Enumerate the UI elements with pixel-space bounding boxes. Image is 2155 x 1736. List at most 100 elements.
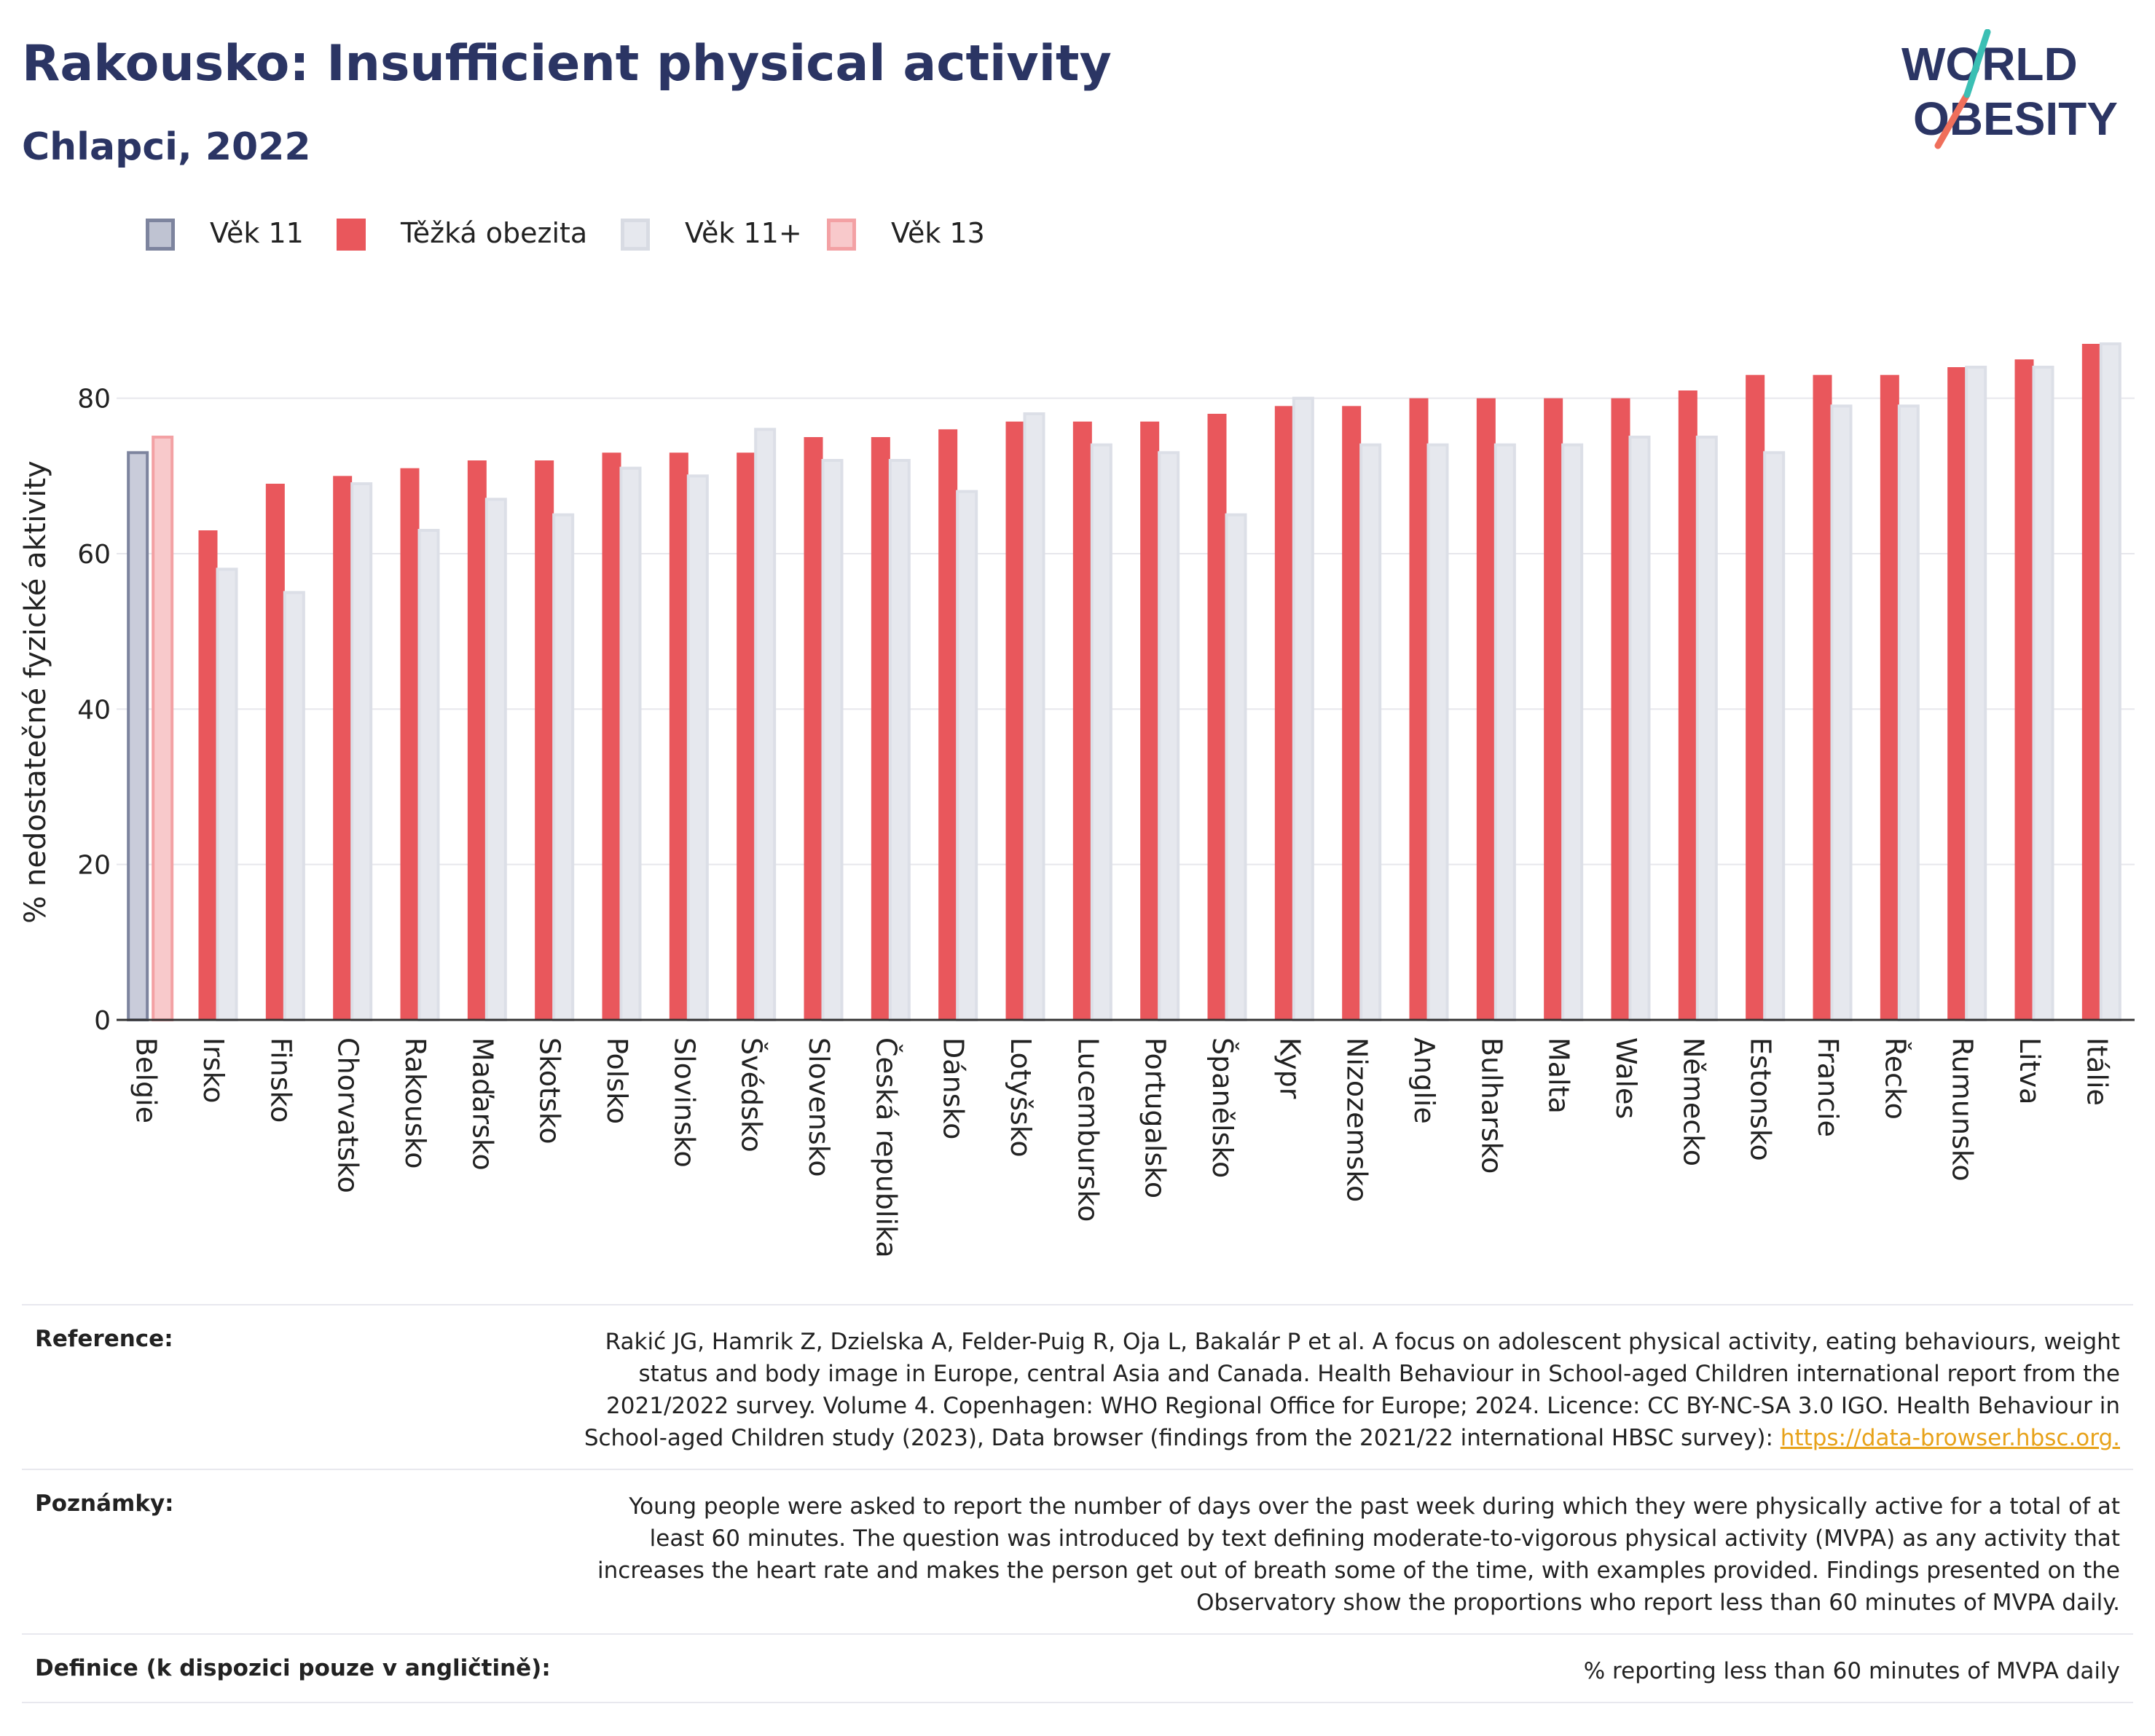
x-tick-label: Španělsko: [1206, 1037, 1239, 1178]
legend-label-vek-11: Věk 11: [210, 217, 304, 249]
bar-t-k-obezita-4[interactable]: [400, 468, 420, 1020]
bar-t-k-obezita-7[interactable]: [602, 452, 621, 1020]
bar-t-k-obezita-10[interactable]: [804, 437, 823, 1020]
bar-v-k-11--22[interactable]: [1628, 436, 1651, 1021]
bar-t-k-obezita-11[interactable]: [871, 437, 890, 1020]
x-tick-label: Nizozemsko: [1341, 1037, 1373, 1202]
bar-v-k-11--26[interactable]: [1897, 404, 1920, 1022]
bar-v-k-11--6[interactable]: [552, 513, 575, 1021]
bar-v-k-11--12[interactable]: [956, 490, 978, 1021]
bar-v-k-11--11[interactable]: [888, 459, 911, 1021]
x-tick-label: Skotsko: [534, 1037, 566, 1144]
x-tick-label: Řecko: [1879, 1037, 1911, 1120]
bar-v-k-11--24[interactable]: [1763, 451, 1786, 1022]
bar-v-k-11--16[interactable]: [1225, 513, 1247, 1021]
bar-v-k-11--18[interactable]: [1359, 443, 1382, 1021]
bar-v-k-11--3[interactable]: [350, 482, 373, 1021]
bar-t-k-obezita-24[interactable]: [1746, 374, 1765, 1020]
bar-v-k-11--20[interactable]: [1493, 443, 1516, 1021]
x-tick-label: Anglie: [1408, 1037, 1440, 1124]
y-tick-label: 60: [77, 540, 111, 570]
y-tick-label: 80: [77, 385, 111, 415]
y-tick-label: 20: [77, 851, 111, 881]
definition-row: Definice (k dispozici pouze v angličtině…: [22, 1633, 2133, 1702]
reference-label: Reference:: [35, 1326, 173, 1352]
bar-v-k-11--8[interactable]: [686, 474, 709, 1022]
bar-t-k-obezita-21[interactable]: [1544, 398, 1563, 1020]
x-tick-label: Švédsko: [736, 1037, 768, 1152]
grid-layer: [117, 397, 2135, 865]
bar-t-k-obezita-2[interactable]: [265, 484, 285, 1020]
bar-t-k-obezita-12[interactable]: [938, 429, 958, 1020]
bar-t-k-obezita-20[interactable]: [1476, 398, 1496, 1020]
x-tick-label: Lotyšsko: [1005, 1037, 1037, 1158]
chart-subtitle: Chlapci, 2022: [22, 125, 311, 169]
bar-t-k-obezita-1[interactable]: [198, 530, 218, 1020]
bar-v-k-11--2[interactable]: [283, 591, 305, 1022]
bar-v-k-11--10[interactable]: [821, 459, 844, 1021]
bar-t-k-obezita-6[interactable]: [535, 460, 554, 1020]
legend-label-vek-13: Věk 13: [891, 217, 985, 249]
bar-v-k-11--14[interactable]: [1090, 443, 1112, 1021]
bar-v-k-11--23[interactable]: [1695, 436, 1718, 1021]
x-tick-label: Česká republika: [870, 1037, 902, 1258]
definition-text: % reporting less than 60 minutes of MVPA…: [1583, 1658, 2120, 1684]
bar-t-k-obezita-9[interactable]: [737, 452, 756, 1020]
x-tick-label: Finsko: [264, 1037, 297, 1123]
bar-t-k-obezita-15[interactable]: [1140, 421, 1160, 1020]
references-table: Reference: Rakić JG, Hamrik Z, Dzielska …: [22, 1304, 2133, 1703]
legend-swatch-vek-11-plus: [621, 219, 650, 251]
bar-v-k-11--29[interactable]: [2099, 342, 2121, 1021]
bar-t-k-obezita-25[interactable]: [1813, 374, 1832, 1020]
logo-line1: WORLD: [1901, 38, 2078, 90]
bar-t-k-obezita-5[interactable]: [467, 460, 487, 1020]
reference-text: Rakić JG, Hamrik Z, Dzielska A, Felder-P…: [584, 1329, 2120, 1451]
world-obesity-logo: WORLD OBESITY: [1901, 29, 2118, 149]
x-tick-label: Kypr: [1273, 1037, 1306, 1099]
references-bottom-rule: [22, 1702, 2133, 1703]
bar-v-k-11--5[interactable]: [484, 498, 507, 1022]
bar-v-k-13-0[interactable]: [152, 436, 174, 1021]
logo-line2: OBESITY: [1913, 93, 2118, 145]
y-tick-label: 0: [94, 1006, 111, 1036]
bar-v-k-11--7[interactable]: [619, 466, 642, 1021]
reference-link[interactable]: https://data-browser.hbsc.org.: [1780, 1425, 2120, 1451]
bar-v-k-11--27[interactable]: [1965, 366, 1987, 1021]
bar-v-k-11--1[interactable]: [216, 567, 238, 1022]
legend-swatch-vek-13: [827, 219, 856, 251]
x-tick-label: Portugalsko: [1139, 1037, 1171, 1198]
x-tick-label: Polsko: [601, 1037, 633, 1124]
bar-t-k-obezita-23[interactable]: [1678, 390, 1697, 1020]
bar-t-k-obezita-17[interactable]: [1274, 406, 1294, 1020]
bar-t-k-obezita-18[interactable]: [1342, 406, 1362, 1020]
bar-chart: 0 20 40 60 80 Belgie Irsko Finsko Chorvatsko Rako…: [19, 342, 2135, 1258]
bar-v-k-11--4[interactable]: [417, 529, 440, 1021]
legend-label-vek-11-plus: Věk 11+: [685, 217, 802, 249]
bar-t-k-obezita-16[interactable]: [1207, 414, 1227, 1020]
x-tick-label: Francie: [1812, 1037, 1844, 1137]
bar-t-k-obezita-8[interactable]: [669, 452, 688, 1020]
bar-v-k-11--17[interactable]: [1292, 396, 1314, 1021]
bar-t-k-obezita-29[interactable]: [2081, 344, 2101, 1020]
bar-v-k-11--15[interactable]: [1158, 451, 1180, 1022]
bar-t-k-obezita-14[interactable]: [1072, 421, 1092, 1020]
bar-t-k-obezita-3[interactable]: [333, 476, 353, 1020]
definition-label: Definice (k dispozici pouze v angličtině…: [35, 1655, 551, 1681]
x-tick-label: Wales: [1610, 1037, 1642, 1119]
bar-t-k-obezita-28[interactable]: [2014, 359, 2034, 1020]
bar-t-k-obezita-27[interactable]: [1947, 367, 1967, 1020]
bar-t-k-obezita-19[interactable]: [1409, 398, 1429, 1020]
bar-t-k-obezita-13[interactable]: [1005, 421, 1025, 1020]
bar-v-k-11--13[interactable]: [1023, 412, 1045, 1021]
chart-title: Rakousko: Insufficient physical activity: [22, 35, 1112, 93]
bar-v-k-11--9[interactable]: [754, 428, 777, 1022]
x-tick-label: Rumunsko: [1947, 1037, 1979, 1182]
bar-v-k-11-0[interactable]: [127, 451, 149, 1022]
bar-v-k-11--19[interactable]: [1426, 443, 1449, 1021]
bar-v-k-11--28[interactable]: [2032, 366, 2054, 1021]
bar-v-k-11--25[interactable]: [1830, 404, 1853, 1022]
bar-t-k-obezita-22[interactable]: [1611, 398, 1630, 1020]
bar-t-k-obezita-26[interactable]: [1880, 374, 1899, 1020]
bar-v-k-11--21[interactable]: [1561, 443, 1584, 1021]
x-tick-label: Itálie: [2081, 1037, 2113, 1106]
